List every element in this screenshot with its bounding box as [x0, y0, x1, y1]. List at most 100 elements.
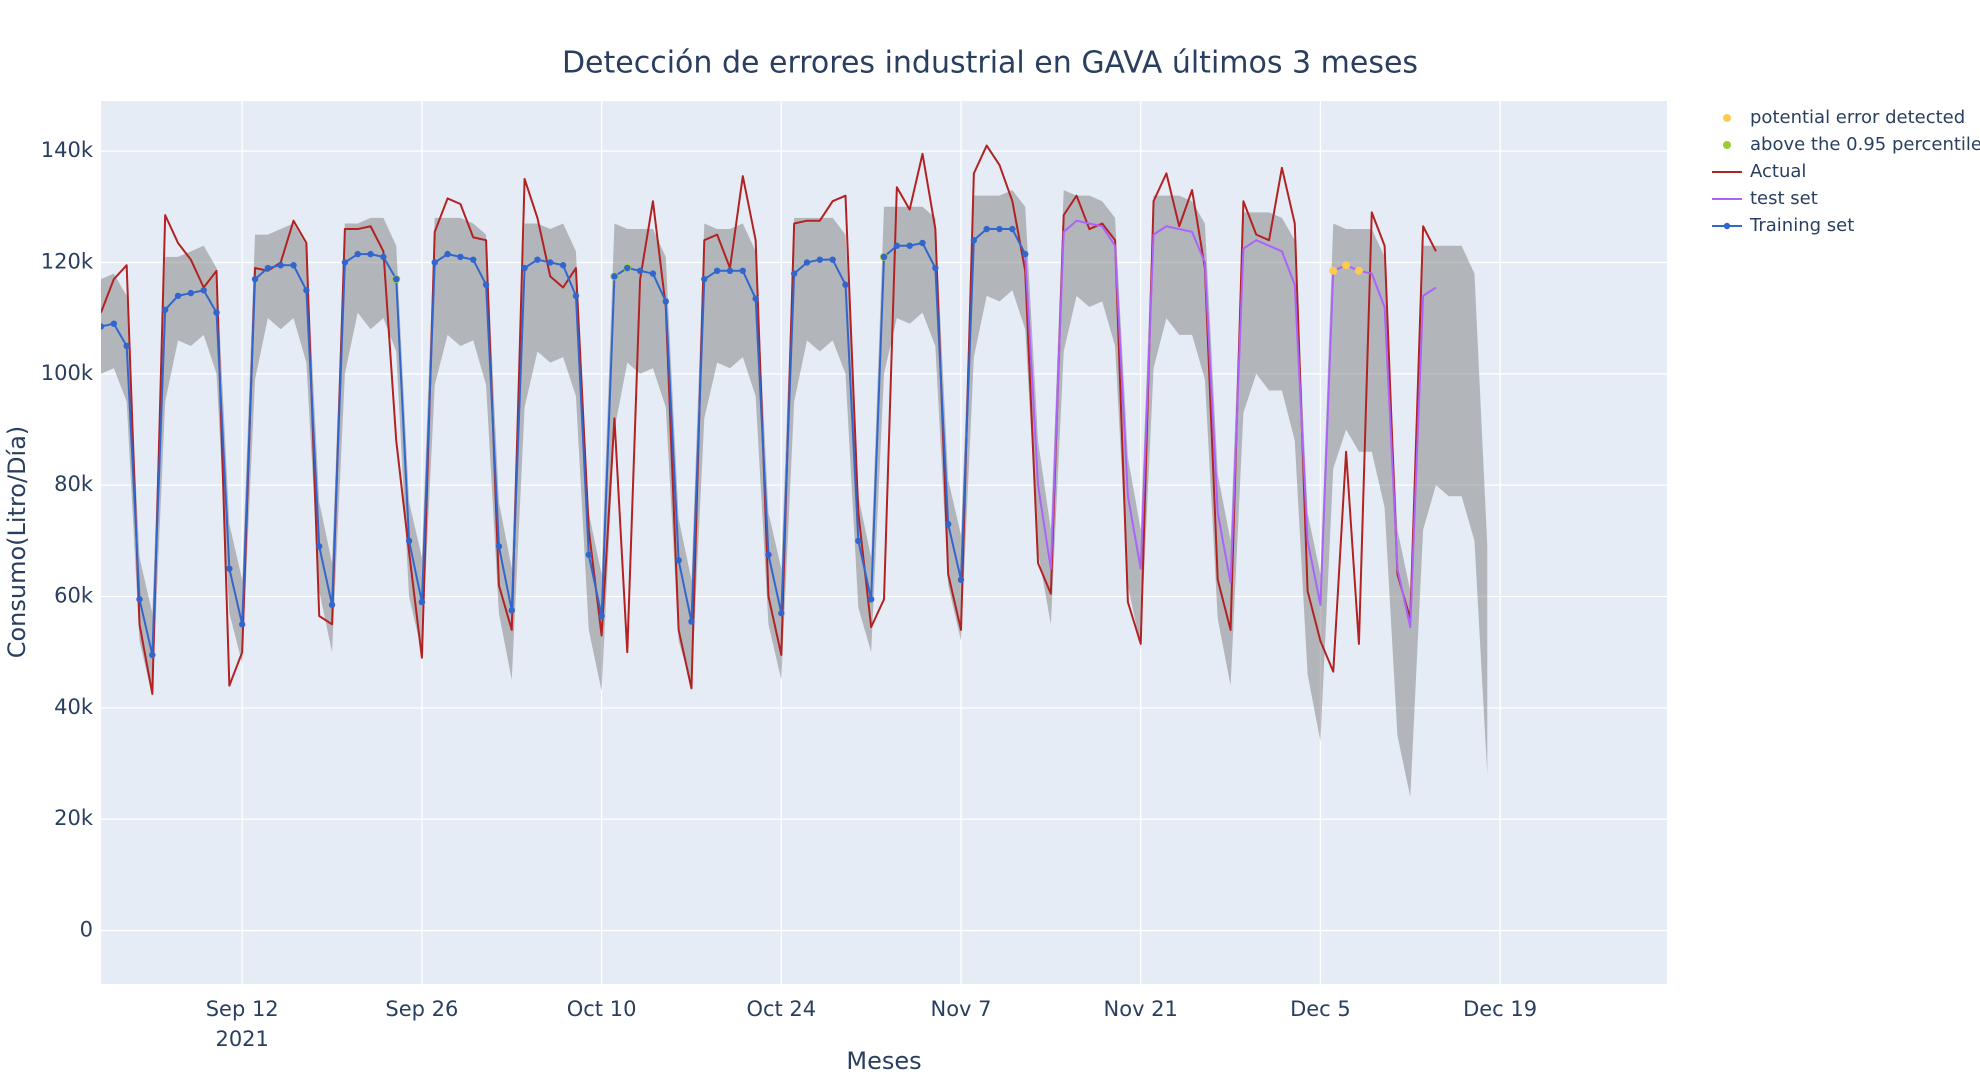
series-marker: [803, 259, 811, 266]
legend-label: Training set: [1749, 215, 1854, 236]
series-marker: [547, 259, 554, 266]
series-marker: [1009, 225, 1016, 233]
series-marker: [893, 242, 901, 249]
series-marker: [944, 520, 952, 528]
series-marker: [726, 267, 734, 275]
series-marker: [585, 551, 592, 558]
legend-swatch: [1723, 141, 1731, 149]
series-marker: [739, 267, 747, 275]
series-marker: [290, 262, 297, 269]
series-marker: [341, 259, 349, 266]
series-marker: [970, 236, 978, 244]
series-marker: [880, 253, 888, 261]
x-tick-label: Nov 21: [1103, 997, 1178, 1021]
series-marker: [983, 225, 990, 233]
y-tick-label: 120k: [41, 249, 94, 273]
series-marker: [559, 262, 567, 269]
legend-label: test set: [1750, 188, 1818, 209]
series-marker: [611, 273, 618, 280]
series-marker: [354, 250, 361, 258]
x-tick-label: Nov 7: [930, 997, 992, 1021]
series-marker: [482, 281, 490, 288]
y-tick-label: 100k: [41, 361, 94, 385]
series-marker: [932, 264, 939, 272]
series-marker: [238, 621, 246, 628]
series-marker: [187, 289, 195, 297]
series-marker: [867, 596, 875, 603]
series-marker: [264, 264, 272, 272]
series-marker: [508, 607, 515, 614]
series-marker: [855, 537, 862, 545]
series-marker: [367, 250, 374, 258]
confidence-band: [101, 190, 1488, 797]
y-axis-title: Consumo(Litro/Día): [3, 426, 31, 659]
series-marker: [405, 537, 413, 545]
x-axis-title: Meses: [846, 1047, 921, 1075]
x-tick-label: Sep 26: [385, 997, 459, 1021]
y-tick-label: 20k: [54, 806, 94, 830]
series-marker: [495, 543, 503, 550]
series-marker: [829, 256, 836, 263]
x-tick-label: Oct 10: [566, 997, 637, 1021]
series-marker: [213, 309, 220, 316]
series-marker: [662, 298, 669, 305]
series-marker: [816, 256, 824, 263]
series-marker: [136, 596, 143, 603]
series-marker: [521, 264, 528, 272]
legend-label: Actual: [1750, 161, 1806, 182]
series-marker: [534, 256, 541, 263]
x-tick-label: Dec 5: [1290, 997, 1351, 1021]
series-marker: [174, 292, 182, 300]
series-marker: [418, 598, 426, 606]
series-line: [1024, 219, 1437, 629]
series-marker: [444, 250, 451, 258]
series-marker: [328, 601, 336, 609]
y-tick-label: 140k: [41, 138, 94, 162]
y-tick-label: 0: [80, 918, 93, 942]
series-marker: [752, 295, 759, 302]
series-marker: [675, 557, 682, 564]
y-tick-label: 80k: [54, 472, 94, 496]
series-marker: [393, 275, 400, 283]
series-marker: [765, 551, 772, 558]
legend-label: above the 0.95 percentile: [1750, 134, 1980, 155]
series-marker: [624, 264, 631, 272]
series-marker: [110, 320, 118, 327]
series-marker: [1354, 266, 1363, 275]
series-marker: [380, 253, 387, 261]
series-marker: [713, 267, 721, 275]
series-marker: [778, 610, 785, 617]
series-marker: [842, 281, 849, 288]
legend-swatch: [1723, 114, 1731, 122]
series-marker: [316, 543, 323, 550]
series-marker: [636, 267, 644, 275]
series-marker: [226, 565, 233, 572]
series-marker: [790, 270, 798, 277]
x-tick-label: Oct 24: [746, 997, 817, 1021]
series-marker: [598, 612, 605, 620]
series-marker: [457, 253, 464, 261]
series-marker: [303, 287, 310, 294]
series-marker: [200, 287, 207, 294]
series-line: [101, 144, 1437, 695]
series-marker: [431, 259, 438, 266]
legend-swatch: [1723, 222, 1731, 230]
series-marker: [1021, 250, 1029, 258]
series-marker: [996, 225, 1003, 233]
series-marker: [701, 275, 708, 283]
series-marker: [688, 618, 695, 625]
series-marker: [123, 342, 130, 350]
legend-label: potential error detected: [1750, 107, 1965, 128]
series-marker: [277, 262, 284, 269]
y-tick-label: 60k: [54, 584, 94, 608]
series-marker: [149, 651, 156, 659]
series-marker: [649, 270, 657, 277]
series-marker: [470, 256, 477, 263]
series-marker: [161, 306, 169, 313]
plot-layer: [101, 144, 1488, 797]
series-marker: [1342, 261, 1351, 270]
series-marker: [957, 576, 965, 584]
y-tick-label: 40k: [54, 695, 94, 719]
